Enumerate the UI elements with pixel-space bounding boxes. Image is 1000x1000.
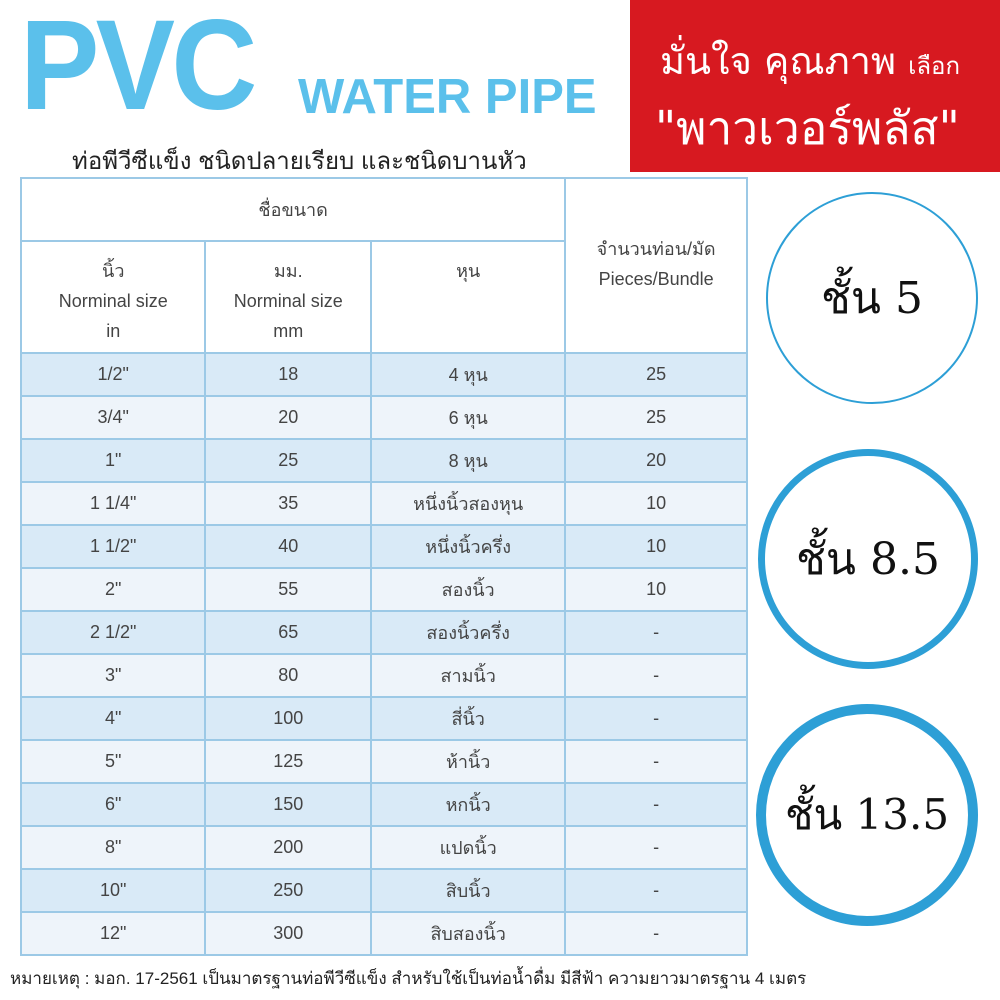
cell-pieces: -	[564, 696, 748, 741]
cell-hun: 4 หุน	[370, 352, 567, 397]
title-pvc: PVC	[20, 0, 257, 137]
cell-pieces: 10	[564, 567, 748, 612]
table-row: 1/2" 18 4 หุน 25	[19, 352, 748, 397]
cell-mm: 80	[204, 653, 373, 698]
banner-line1: มั่นใจ คุณภาพ	[660, 39, 897, 83]
cell-hun: สองนิ้ว	[370, 567, 567, 612]
cell-mm: 40	[204, 524, 373, 569]
cell-hun: หนึ่งนิ้วสองหุน	[370, 481, 567, 526]
class-5-badge: ชั้น 5	[766, 192, 978, 404]
cell-inch: 1"	[19, 438, 207, 483]
cell-inch: 5"	[19, 739, 207, 784]
cell-inch: 1 1/4"	[19, 481, 207, 526]
banner-line1-small: เลือก	[908, 52, 960, 80]
footnote: หมายเหตุ : มอก. 17-2561 เป็นมาตรฐานท่อพี…	[10, 969, 807, 988]
cell-mm: 100	[204, 696, 373, 741]
cell-inch: 4"	[19, 696, 207, 741]
cell-mm: 200	[204, 825, 373, 870]
cell-hun: 8 หุน	[370, 438, 567, 483]
cell-pieces: -	[564, 739, 748, 784]
cell-inch: 3"	[19, 653, 207, 698]
table-row: 6" 150 หกนิ้ว -	[19, 782, 748, 827]
cell-hun: สองนิ้วครึ่ง	[370, 610, 567, 655]
cell-hun: สามนิ้ว	[370, 653, 567, 698]
cell-pieces: 10	[564, 524, 748, 569]
table-row: 1" 25 8 หุน 20	[19, 438, 748, 483]
header-mm: มม. Norminal size mm	[204, 240, 373, 354]
cell-inch: 8"	[19, 825, 207, 870]
cell-inch: 12"	[19, 911, 207, 956]
size-table: ชื่อขนาด จำนวนท่อน/มัด Pieces/Bundle นิ้ว…	[19, 177, 748, 956]
class-13-5-badge: ชั้น 13.5	[756, 704, 978, 926]
cell-mm: 18	[204, 352, 373, 397]
header-pieces: จำนวนท่อน/มัด Pieces/Bundle	[564, 177, 748, 354]
table-row: 10" 250 สิบนิ้ว -	[19, 868, 748, 913]
cell-pieces: 10	[564, 481, 748, 526]
cell-inch: 1/2"	[19, 352, 207, 397]
table-row: 3" 80 สามนิ้ว -	[19, 653, 748, 698]
cell-inch: 10"	[19, 868, 207, 913]
cell-hun: สิบนิ้ว	[370, 868, 567, 913]
cell-pieces: 25	[564, 352, 748, 397]
cell-mm: 25	[204, 438, 373, 483]
table-row: 1 1/2" 40 หนึ่งนิ้วครึ่ง 10	[19, 524, 748, 569]
table-row: 2" 55 สองนิ้ว 10	[19, 567, 748, 612]
cell-mm: 35	[204, 481, 373, 526]
cell-hun: แปดนิ้ว	[370, 825, 567, 870]
cell-pieces: -	[564, 653, 748, 698]
cell-pieces: 20	[564, 438, 748, 483]
cell-mm: 150	[204, 782, 373, 827]
cell-mm: 55	[204, 567, 373, 612]
table-row: 3/4" 20 6 หุน 25	[19, 395, 748, 440]
cell-mm: 65	[204, 610, 373, 655]
cell-pieces: -	[564, 868, 748, 913]
title-water-pipe: WATER PIPE	[298, 70, 597, 124]
cell-hun: หกนิ้ว	[370, 782, 567, 827]
cell-hun: 6 หุน	[370, 395, 567, 440]
group-header: ชื่อขนาด	[19, 177, 567, 242]
cell-inch: 2"	[19, 567, 207, 612]
cell-hun: ห้านิ้ว	[370, 739, 567, 784]
header-hun: หุน	[370, 240, 567, 354]
cell-inch: 2 1/2"	[19, 610, 207, 655]
cell-pieces: -	[564, 911, 748, 956]
cell-mm: 250	[204, 868, 373, 913]
cell-inch: 1 1/2"	[19, 524, 207, 569]
promo-banner: มั่นใจ คุณภาพ เลือก "พาวเวอร์พลัส"	[630, 0, 1000, 172]
table-row: 12" 300 สิบสองนิ้ว -	[19, 911, 748, 956]
table-row: 5" 125 ห้านิ้ว -	[19, 739, 748, 784]
cell-mm: 125	[204, 739, 373, 784]
table-row: 4" 100 สี่นิ้ว -	[19, 696, 748, 741]
banner-brand: "พาวเวอร์พลัส"	[655, 101, 960, 155]
class-8-5-badge: ชั้น 8.5	[758, 449, 978, 669]
cell-pieces: -	[564, 825, 748, 870]
cell-mm: 300	[204, 911, 373, 956]
header-inch: นิ้ว Norminal size in	[19, 240, 207, 354]
cell-inch: 6"	[19, 782, 207, 827]
cell-pieces: 25	[564, 395, 748, 440]
description: ท่อพีวีซีแข็ง ชนิดปลายเรียบ และชนิดบานหั…	[72, 148, 527, 175]
cell-inch: 3/4"	[19, 395, 207, 440]
cell-hun: สิบสองนิ้ว	[370, 911, 567, 956]
table-row: 8" 200 แปดนิ้ว -	[19, 825, 748, 870]
cell-mm: 20	[204, 395, 373, 440]
cell-pieces: -	[564, 782, 748, 827]
table-row: 1 1/4" 35 หนึ่งนิ้วสองหุน 10	[19, 481, 748, 526]
cell-hun: สี่นิ้ว	[370, 696, 567, 741]
cell-hun: หนึ่งนิ้วครึ่ง	[370, 524, 567, 569]
cell-pieces: -	[564, 610, 748, 655]
table-row: 2 1/2" 65 สองนิ้วครึ่ง -	[19, 610, 748, 655]
